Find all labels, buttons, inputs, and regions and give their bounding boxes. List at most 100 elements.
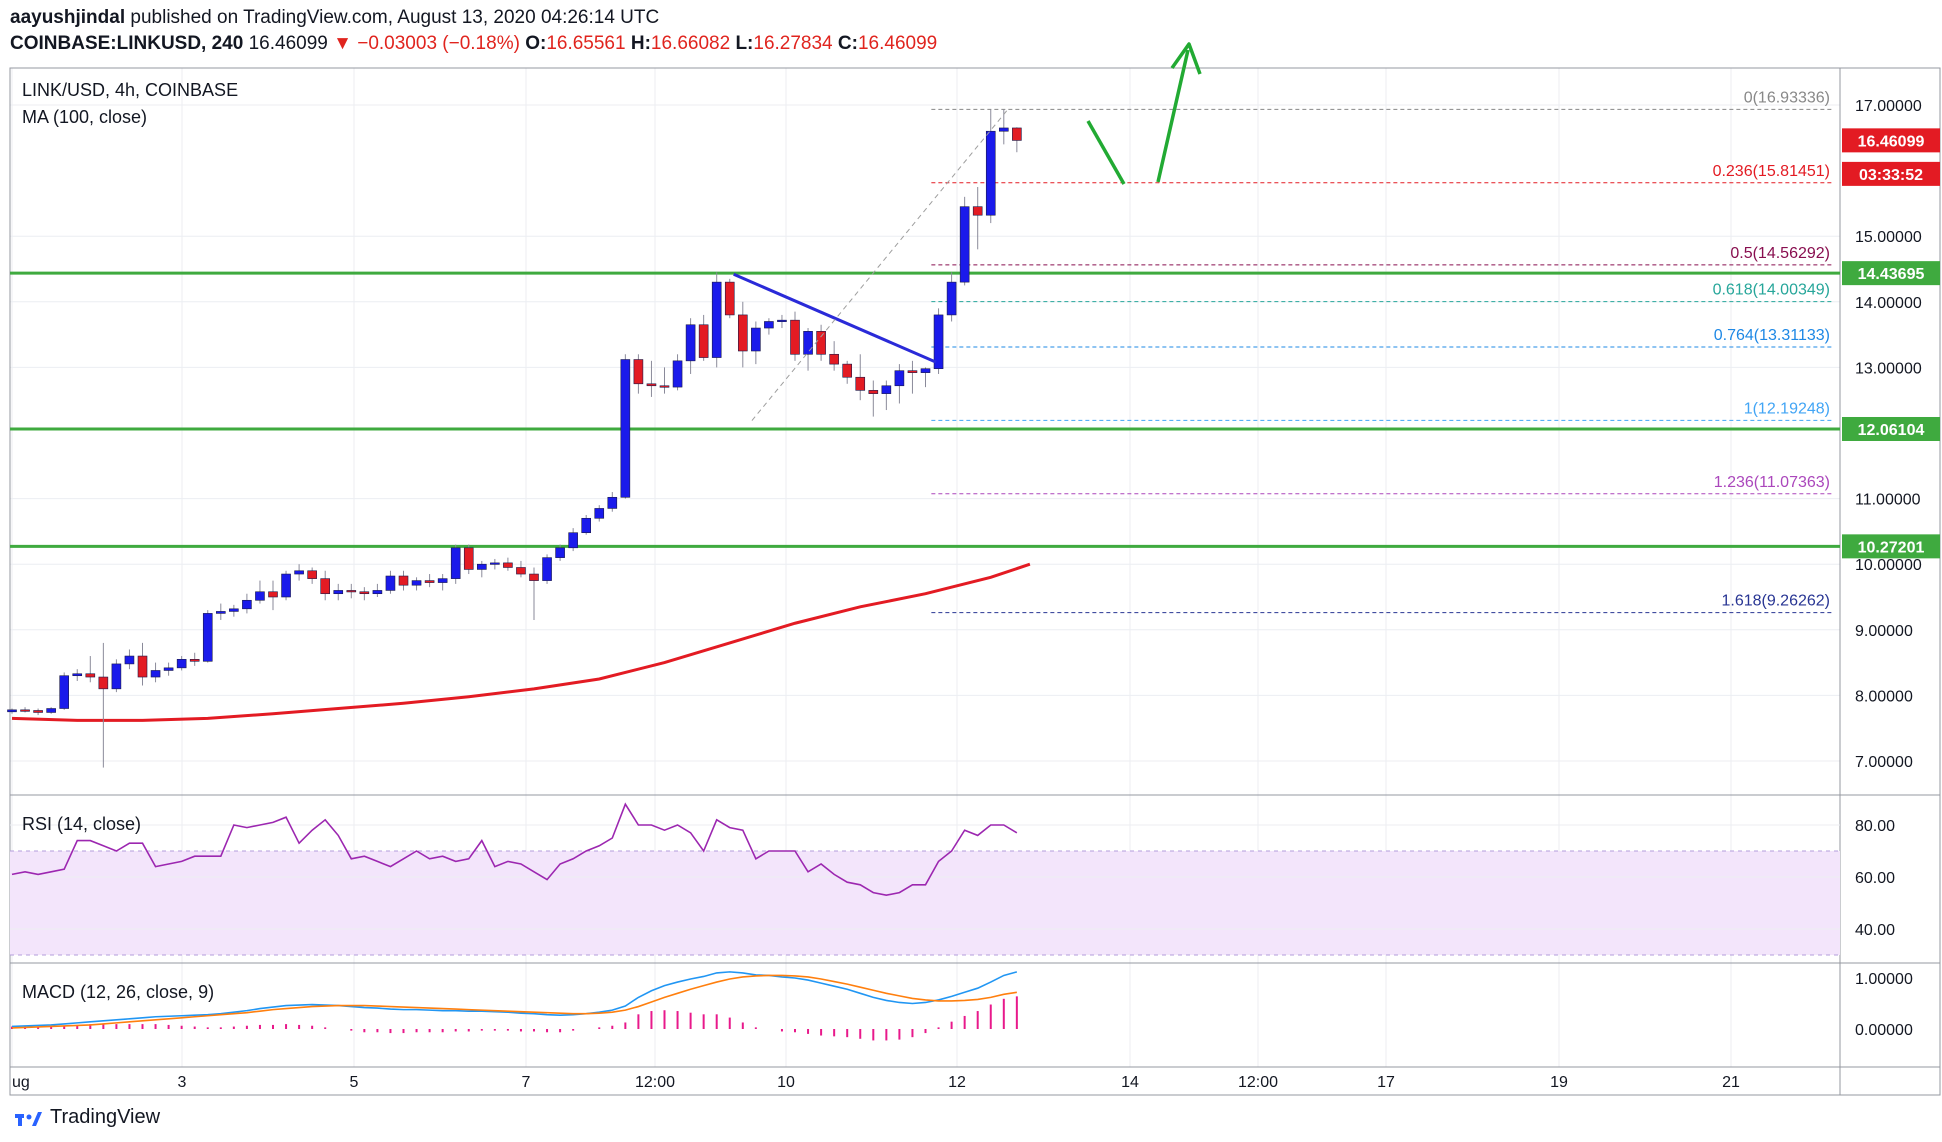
candle-body: [998, 127, 1009, 132]
candle-body: [424, 580, 435, 583]
candle-body: [294, 570, 304, 575]
fib-diagonal: [751, 109, 1009, 421]
price-tick-label: 15.00000: [1855, 229, 1922, 246]
candle-body: [46, 708, 56, 713]
candle-body: [737, 314, 748, 352]
price-tick-label: 10.00000: [1855, 557, 1922, 574]
time-tick-label: ug: [12, 1074, 30, 1091]
candle-body: [202, 613, 213, 662]
close-value: 16.46099: [857, 33, 938, 54]
candle-body: [894, 370, 905, 387]
fib-level-label: 1.236(11.07363): [1714, 474, 1830, 491]
candle-body: [868, 390, 879, 394]
footer-brand[interactable]: TradingView: [14, 1106, 160, 1129]
rsi-tick-label: 60.00: [1855, 870, 1895, 887]
candle-body: [555, 547, 565, 558]
fib-level-label: 0(16.93336): [1744, 89, 1830, 106]
time-tick-label: 21: [1722, 1074, 1740, 1091]
forecast-down-leg: [1086, 120, 1126, 185]
candle-body: [111, 663, 122, 690]
high-value: 16.66082: [650, 33, 731, 54]
candle-body: [124, 655, 135, 665]
candle-body: [216, 611, 226, 614]
price-label: 14.43695: [1858, 266, 1925, 283]
candle-body: [20, 709, 30, 712]
price-tick-label: 8.00000: [1855, 688, 1913, 705]
candle-body: [229, 608, 239, 612]
symbol-line: COINBASE:LINKUSD, 240 16.46099 ▼ −0.0300…: [10, 33, 937, 55]
price-label-bg: [1842, 534, 1940, 559]
candle-body: [620, 359, 631, 498]
candle-body: [542, 557, 552, 581]
fib-level-label: 0.764(13.31133): [1714, 327, 1830, 344]
candle-body: [581, 517, 592, 534]
candle-body: [359, 591, 370, 595]
time-tick-label: 12: [948, 1074, 966, 1091]
time-tick-label: 14: [1121, 1074, 1139, 1091]
close-label: C:: [837, 33, 858, 54]
candle-body: [972, 206, 983, 216]
candle-body: [764, 321, 774, 329]
time-tick-label: 12:00: [635, 1074, 675, 1091]
fib-level-label: 0.236(15.81451): [1713, 163, 1830, 180]
price-tick-label: 11.00000: [1855, 492, 1921, 509]
candle-body: [933, 314, 944, 370]
candle-body: [33, 710, 43, 713]
price-label: 12.06104: [1858, 422, 1925, 439]
candle-body: [685, 324, 696, 362]
candle-body: [437, 578, 448, 583]
rsi-band: [10, 851, 1840, 955]
candle-body: [490, 562, 500, 565]
candle-body: [959, 206, 970, 283]
candle-body: [503, 562, 513, 568]
price-label: 16.46099: [1858, 133, 1925, 150]
tradingview-logo-icon: [15, 1111, 42, 1126]
symbol: COINBASE:LINKUSD, 240: [10, 33, 244, 54]
grid: [10, 68, 1840, 1067]
candle-body: [307, 570, 317, 579]
fib-level-label: 1.618(9.26262): [1721, 593, 1830, 610]
candle-body: [607, 496, 618, 509]
candle-body: [59, 675, 70, 709]
ma-title: MA (100, close): [22, 107, 148, 127]
up-arrow-icon: [1170, 42, 1202, 75]
author[interactable]: aayushjindal: [10, 7, 126, 28]
candle-body: [137, 655, 148, 678]
price-label-bg: [1842, 128, 1940, 153]
open-label: O:: [525, 33, 547, 54]
candle-body: [803, 331, 813, 355]
candle-body: [476, 563, 487, 570]
chart-frame: [9, 67, 1941, 1096]
candle-body: [189, 659, 200, 662]
time-tick-label: 12:00: [1238, 1074, 1278, 1091]
candle-body: [594, 508, 605, 519]
low-label: L:: [735, 33, 754, 54]
candle-body: [529, 573, 539, 581]
publish-line: aayushjindal published on TradingView.co…: [10, 7, 659, 29]
macd-line: [11, 971, 1018, 1028]
annotations: [733, 42, 1202, 421]
candle-body: [907, 370, 918, 373]
candle-body: [816, 331, 826, 355]
price-label-bg: [1842, 416, 1940, 441]
time-tick-label: 19: [1550, 1074, 1568, 1091]
candle-body: [829, 353, 839, 365]
candle-body: [346, 590, 357, 593]
forecast-up-leg: [1156, 49, 1190, 183]
price-label: 10.27201: [1858, 539, 1925, 556]
low-value: 16.27834: [753, 33, 833, 54]
rsi-tick-label: 40.00: [1855, 922, 1895, 939]
candle-body: [268, 591, 278, 598]
time-tick-label: 3: [178, 1074, 187, 1091]
candle-body: [85, 673, 96, 678]
candle-body: [920, 368, 931, 373]
candle-body: [255, 591, 265, 601]
candle-body: [646, 383, 657, 387]
candlestick-series: [7, 109, 1022, 768]
candle-body: [333, 590, 344, 595]
price-tick-label: 14.00000: [1855, 295, 1922, 312]
candle-body: [150, 670, 161, 678]
price-tick-label: 13.00000: [1855, 360, 1922, 377]
open-value: 16.65561: [546, 33, 626, 54]
